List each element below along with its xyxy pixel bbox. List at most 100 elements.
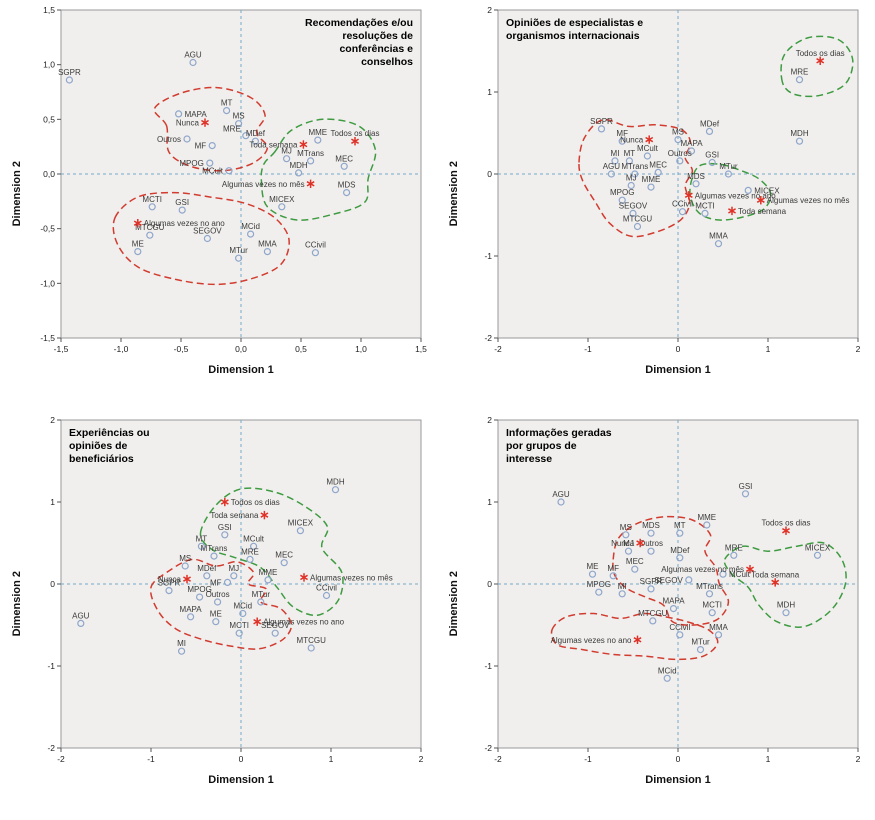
svg-text:MDef: MDef [246, 129, 266, 138]
y-axis-label: Dimension 2 [447, 571, 460, 637]
chart-panel-beneficiaries: Dimension 2 -2 -1 0 1 2 -2 -1 0 1 2 MDH GSI MICEX MT M… [8, 414, 429, 816]
svg-text:GSI: GSI [705, 151, 719, 160]
svg-text:MPOG: MPOG [179, 159, 203, 168]
svg-text:MF: MF [607, 564, 619, 573]
svg-text:SEGOV: SEGOV [261, 621, 290, 630]
svg-text:0: 0 [487, 169, 492, 179]
svg-text:AGU: AGU [552, 490, 570, 499]
svg-text:-2: -2 [484, 743, 492, 753]
svg-text:MRE: MRE [241, 547, 259, 556]
svg-text:0: 0 [50, 579, 55, 589]
svg-text:MAPA: MAPA [680, 139, 703, 148]
svg-text:-1,0: -1,0 [40, 278, 55, 288]
svg-text:CCivil: CCivil [305, 241, 326, 250]
svg-text:MTur: MTur [691, 638, 710, 647]
svg-text:0,0: 0,0 [43, 169, 55, 179]
svg-text:2: 2 [856, 754, 861, 764]
svg-text:MCid: MCid [658, 666, 677, 675]
svg-text:MRE: MRE [223, 125, 241, 134]
svg-text:MTur: MTur [229, 246, 248, 255]
scatter-plot-interest-groups: -2 -1 0 1 2 -2 -1 0 1 2 GSI AGU MME MS MDS MT MJ Outros MD… [484, 415, 861, 764]
svg-text:-2: -2 [47, 743, 55, 753]
svg-text:CCivil: CCivil [669, 623, 690, 632]
svg-text:resoluções de: resoluções de [342, 30, 413, 42]
svg-text:1: 1 [487, 497, 492, 507]
svg-text:MI: MI [611, 149, 620, 158]
svg-text:MCult: MCult [202, 167, 224, 176]
svg-text:Algumas vezes no mês: Algumas vezes no mês [310, 573, 393, 582]
svg-text:SGPR: SGPR [590, 117, 613, 126]
svg-text:MS: MS [620, 523, 632, 532]
svg-text:ME: ME [132, 240, 144, 249]
svg-text:Recomendações e/ou: Recomendações e/ou [305, 17, 413, 29]
svg-text:0,5: 0,5 [43, 114, 55, 124]
svg-text:MTur: MTur [252, 590, 271, 599]
svg-text:MRE: MRE [791, 68, 809, 77]
svg-text:MMA: MMA [709, 623, 728, 632]
svg-text:1: 1 [766, 754, 771, 764]
svg-text:MDH: MDH [790, 129, 808, 138]
svg-text:0: 0 [676, 344, 681, 354]
svg-text:MTCGU: MTCGU [638, 609, 668, 618]
svg-text:MTCGU: MTCGU [623, 215, 653, 224]
svg-text:organismos internacionais: organismos internacionais [506, 30, 640, 42]
svg-text:MTrans: MTrans [621, 162, 648, 171]
x-axis-label: Dimension 1 [208, 364, 274, 376]
svg-text:-1: -1 [484, 251, 492, 261]
svg-text:MF: MF [195, 142, 207, 151]
svg-text:MJ: MJ [626, 174, 637, 183]
svg-text:-1,5: -1,5 [54, 344, 69, 354]
svg-text:MICEX: MICEX [805, 543, 831, 552]
svg-text:Algumas vezes no mês: Algumas vezes no mês [222, 180, 305, 189]
svg-text:-1: -1 [484, 661, 492, 671]
svg-text:Algumas vezes no ano: Algumas vezes no ano [144, 219, 225, 228]
svg-text:MDH: MDH [777, 601, 795, 610]
svg-text:MICEX: MICEX [269, 195, 295, 204]
svg-text:MCult: MCult [243, 534, 265, 543]
svg-text:MDef: MDef [197, 564, 217, 573]
svg-text:Outros: Outros [157, 135, 181, 144]
svg-text:-1: -1 [47, 661, 55, 671]
svg-text:MPOG: MPOG [187, 585, 211, 594]
svg-text:AGU: AGU [603, 162, 621, 171]
svg-text:MICEX: MICEX [754, 186, 780, 195]
svg-text:MCid: MCid [233, 602, 252, 611]
svg-text:MT: MT [624, 149, 636, 158]
x-axis-label: Dimension 1 [208, 774, 274, 786]
svg-text:AGU: AGU [72, 611, 90, 620]
svg-text:MPOG: MPOG [610, 188, 634, 197]
svg-text:SGPR: SGPR [158, 579, 181, 588]
svg-text:ME: ME [587, 562, 599, 571]
svg-text:ME: ME [210, 610, 222, 619]
y-axis: Dimension 2 [8, 414, 25, 816]
svg-text:2: 2 [487, 5, 492, 15]
svg-text:MRE: MRE [725, 543, 743, 552]
svg-text:-2: -2 [494, 344, 502, 354]
svg-text:MTrans: MTrans [201, 544, 228, 553]
svg-text:Algumas vezes no mês: Algumas vezes no mês [767, 196, 850, 205]
svg-text:SGPR: SGPR [58, 68, 81, 77]
svg-text:MMA: MMA [709, 232, 728, 241]
svg-text:MCTI: MCTI [695, 201, 715, 210]
y-axis-label: Dimension 2 [10, 161, 23, 227]
svg-text:MCult: MCult [729, 570, 751, 579]
svg-text:MTrans: MTrans [696, 582, 723, 591]
svg-text:Nunca: Nunca [176, 119, 200, 128]
svg-text:SEGOV: SEGOV [654, 576, 683, 585]
svg-text:0,5: 0,5 [295, 344, 307, 354]
svg-text:MTCGU: MTCGU [297, 636, 327, 645]
svg-text:interesse: interesse [506, 453, 552, 465]
svg-text:Todos os dias: Todos os dias [331, 129, 380, 138]
svg-text:MI: MI [618, 582, 627, 591]
svg-text:MF: MF [616, 129, 628, 138]
y-axis-label: Dimension 2 [447, 161, 460, 227]
svg-text:conselhos: conselhos [361, 56, 413, 68]
svg-text:MTCGU: MTCGU [135, 223, 165, 232]
svg-text:MI: MI [177, 639, 186, 648]
svg-text:-1: -1 [147, 754, 155, 764]
svg-text:MME: MME [259, 568, 278, 577]
svg-text:MME: MME [697, 513, 716, 522]
svg-text:Toda semana: Toda semana [210, 511, 259, 520]
svg-text:MDH: MDH [326, 478, 344, 487]
svg-text:Todos os dias: Todos os dias [796, 49, 845, 58]
